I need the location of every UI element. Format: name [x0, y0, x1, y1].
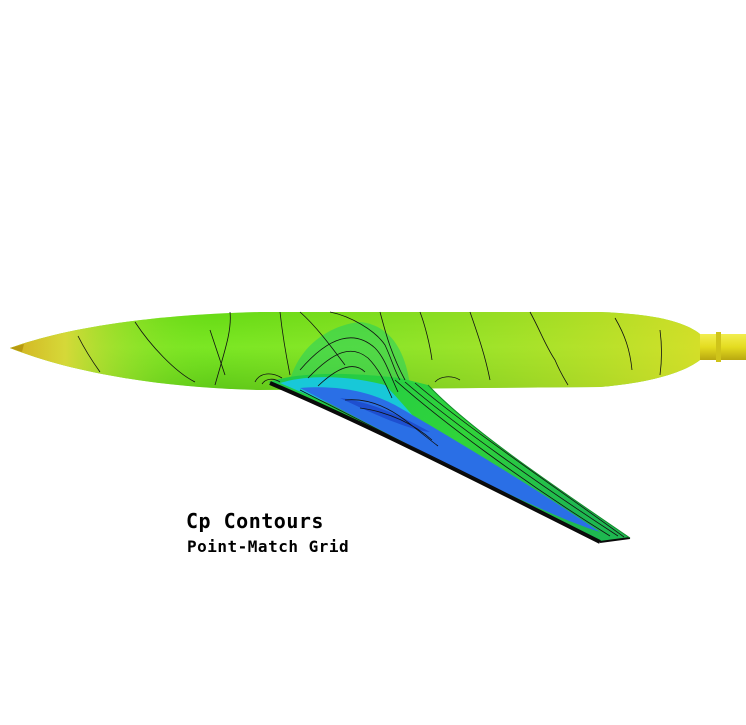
- nose-tip: [10, 344, 24, 352]
- figure-subtitle: Point-Match Grid: [187, 537, 350, 556]
- fuselage: [10, 312, 700, 392]
- contour-lines: [77, 311, 662, 539]
- figure-title: Cp Contours: [186, 509, 324, 533]
- wing: [268, 373, 631, 544]
